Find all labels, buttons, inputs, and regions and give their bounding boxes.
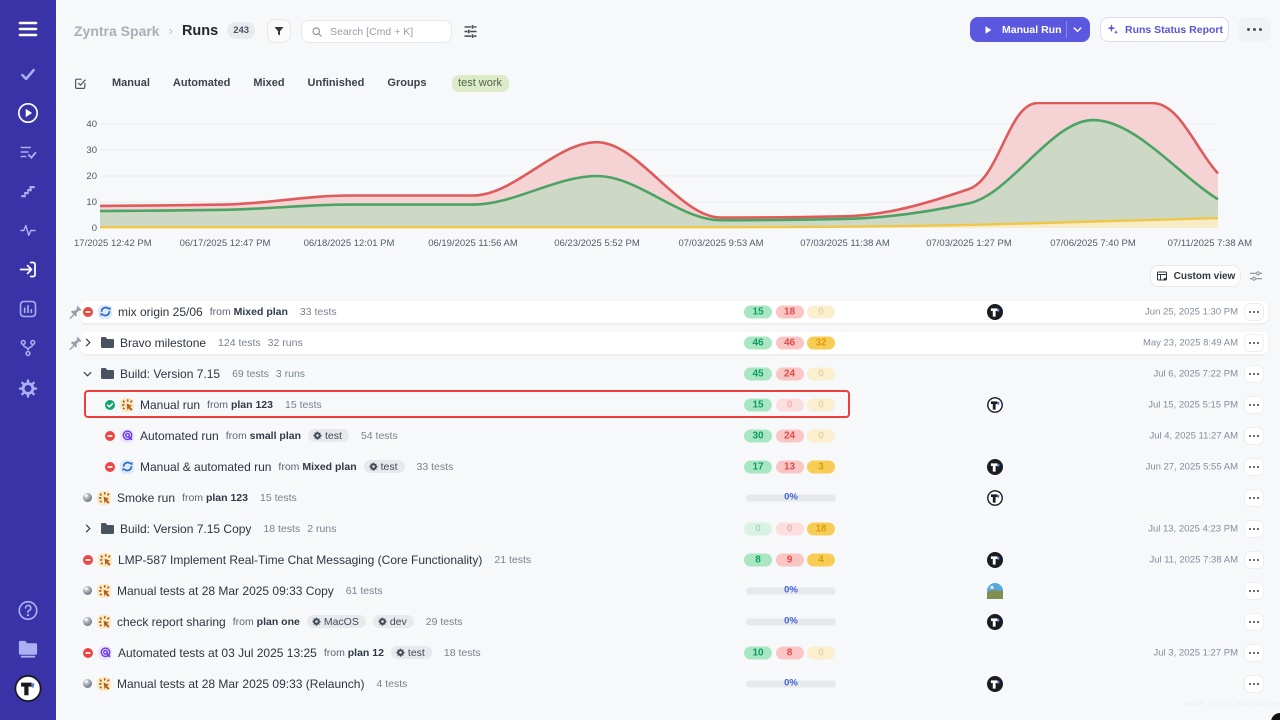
svg-text:07/03/2025 11:38 AM: 07/03/2025 11:38 AM xyxy=(800,238,890,249)
svg-text:30: 30 xyxy=(86,145,97,156)
svg-text:40: 40 xyxy=(86,119,97,130)
svg-text:07/03/2025 9:53 AM: 07/03/2025 9:53 AM xyxy=(678,238,763,249)
svg-text:06/18/2025 12:01 PM: 06/18/2025 12:01 PM xyxy=(304,238,395,249)
svg-text:17/2025 12:42 PM: 17/2025 12:42 PM xyxy=(74,238,152,249)
svg-text:06/23/2025 5:52 PM: 06/23/2025 5:52 PM xyxy=(554,238,640,249)
svg-text:07/11/2025 7:38 AM: 07/11/2025 7:38 AM xyxy=(1168,238,1252,249)
svg-text:20: 20 xyxy=(86,171,97,182)
svg-text:10: 10 xyxy=(86,197,97,208)
svg-text:07/06/2025 7:40 PM: 07/06/2025 7:40 PM xyxy=(1050,238,1136,249)
svg-text:06/19/2025 11:56 AM: 06/19/2025 11:56 AM xyxy=(428,238,518,249)
svg-text:06/17/2025 12:47 PM: 06/17/2025 12:47 PM xyxy=(180,238,271,249)
svg-text:0: 0 xyxy=(92,223,97,234)
svg-text:07/03/2025 1:27 PM: 07/03/2025 1:27 PM xyxy=(926,238,1012,249)
